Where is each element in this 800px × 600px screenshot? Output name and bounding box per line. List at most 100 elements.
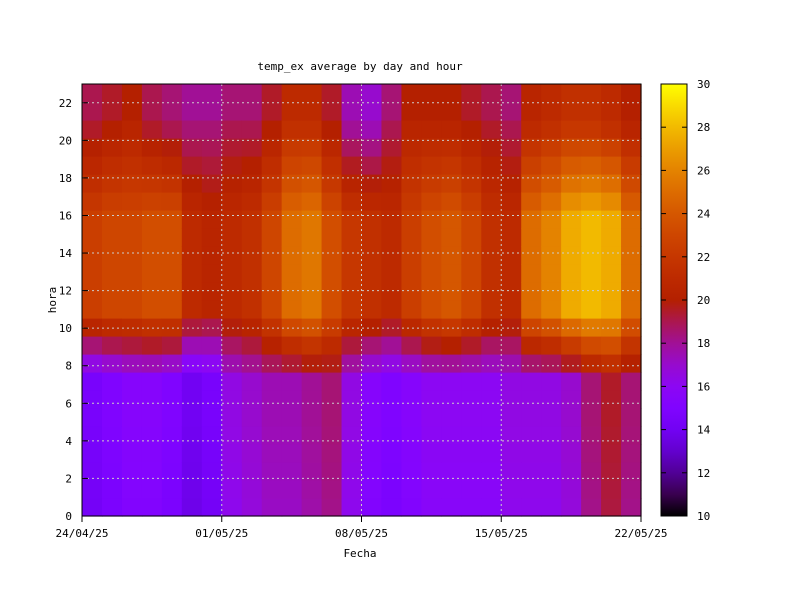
- heatmap-cell: [321, 462, 343, 481]
- heatmap-cell: [361, 354, 383, 373]
- heatmap-cell: [241, 210, 263, 229]
- heatmap-cell: [501, 264, 522, 283]
- heatmap-cell: [401, 102, 422, 121]
- heatmap-cell: [301, 228, 323, 247]
- heatmap-cell: [221, 174, 243, 193]
- heatmap-cell: [421, 462, 442, 481]
- heatmap-cell: [581, 408, 602, 427]
- heatmap-cell: [141, 174, 163, 193]
- heatmap-cell: [301, 480, 323, 499]
- heatmap-cell: [561, 102, 582, 121]
- heatmap-cell: [541, 192, 562, 211]
- heatmap-cell: [261, 318, 283, 337]
- heatmap-cell: [161, 300, 183, 319]
- heatmap-cell: [521, 390, 542, 409]
- heatmap-cell: [221, 318, 243, 337]
- colorbar-tick-label: 14: [697, 424, 711, 437]
- heatmap-cell: [221, 84, 243, 103]
- heatmap-cell: [441, 102, 462, 121]
- heatmap-cell: [481, 192, 502, 211]
- heatmap-cell: [541, 336, 562, 355]
- heatmap-cell: [321, 354, 343, 373]
- heatmap-cell: [621, 282, 642, 301]
- heatmap-cell: [82, 210, 103, 229]
- heatmap-cell: [501, 408, 522, 427]
- heatmap-cell: [261, 336, 283, 355]
- heatmap-cell: [321, 84, 343, 103]
- colorbar-tick-label: 20: [697, 294, 710, 307]
- heatmap-cell: [441, 462, 462, 481]
- heatmap-cell: [561, 156, 582, 175]
- heatmap-cell: [421, 174, 442, 193]
- heatmap-cell: [561, 444, 582, 463]
- heatmap-cell: [82, 228, 103, 247]
- heatmap-cell: [381, 282, 403, 301]
- heatmap-cell: [161, 102, 183, 121]
- heatmap-cell: [541, 300, 562, 319]
- heatmap-cell: [461, 426, 482, 445]
- heatmap-cell: [321, 120, 343, 139]
- heatmap-cell: [501, 318, 522, 337]
- heatmap-cell: [461, 336, 482, 355]
- heatmap-cell: [101, 246, 123, 265]
- heatmap-cell: [82, 192, 103, 211]
- heatmap-cell: [201, 462, 223, 481]
- heatmap-cell: [281, 408, 303, 427]
- colorbar-tick-label: 10: [697, 510, 710, 523]
- colorbar-ticks: 10 12 14 16 18 20 22 24 26 28 30: [661, 78, 711, 523]
- heatmap-cell: [621, 246, 642, 265]
- heatmap-cell: [481, 372, 502, 391]
- x-axis-ticks: 24/04/25 01/05/25 08/05/25 15/05/25 22/05/25: [56, 516, 667, 540]
- heatmap-cell: [401, 372, 422, 391]
- heatmap-cell: [201, 390, 223, 409]
- heatmap-cell: [601, 480, 622, 499]
- heatmap-cell: [221, 480, 243, 499]
- heatmap-cell: [581, 300, 602, 319]
- heatmap-cell: [121, 354, 143, 373]
- heatmap-cell: [281, 282, 303, 301]
- heatmap-cell: [201, 138, 223, 157]
- heatmap-cell: [581, 102, 602, 121]
- heatmap-cell: [421, 318, 442, 337]
- heatmap-cell: [121, 174, 143, 193]
- heatmap-cell: [541, 174, 562, 193]
- heatmap-cell: [341, 138, 363, 157]
- heatmap-cell: [601, 426, 622, 445]
- heatmap-cell: [321, 318, 343, 337]
- heatmap-cell: [241, 318, 263, 337]
- heatmap-cell: [281, 372, 303, 391]
- heatmap-cell: [281, 192, 303, 211]
- heatmap-cell: [501, 192, 522, 211]
- heatmap-cell: [381, 192, 403, 211]
- heatmap-cell: [301, 120, 323, 139]
- heatmap-cell: [461, 84, 482, 103]
- heatmap-cell: [501, 156, 522, 175]
- heatmap-cell: [401, 228, 422, 247]
- heatmap-cell: [501, 444, 522, 463]
- heatmap-cell: [121, 444, 143, 463]
- heatmap-cell: [261, 138, 283, 157]
- heatmap-cell: [181, 426, 203, 445]
- heatmap-cell: [421, 192, 442, 211]
- heatmap-cell: [501, 300, 522, 319]
- heatmap-cell: [341, 480, 363, 499]
- heatmap-cell: [421, 390, 442, 409]
- heatmap-cell: [341, 318, 363, 337]
- heatmap-cell: [581, 174, 602, 193]
- heatmap-cell: [381, 480, 403, 499]
- heatmap-cell: [201, 120, 223, 139]
- heatmap-cell: [381, 138, 403, 157]
- heatmap-cell: [181, 498, 203, 517]
- heatmap-cell: [541, 444, 562, 463]
- heatmap-cell: [261, 390, 283, 409]
- heatmap-cell: [82, 84, 103, 103]
- heatmap-cell: [421, 84, 442, 103]
- heatmap-cell: [321, 174, 343, 193]
- heatmap-cell: [601, 300, 622, 319]
- heatmap-cell: [361, 120, 383, 139]
- heatmap-cell: [361, 372, 383, 391]
- heatmap-cell: [521, 498, 542, 517]
- heatmap-cell: [321, 426, 343, 445]
- heatmap-cell: [481, 336, 502, 355]
- x-tick-label: 01/05/25: [195, 527, 248, 540]
